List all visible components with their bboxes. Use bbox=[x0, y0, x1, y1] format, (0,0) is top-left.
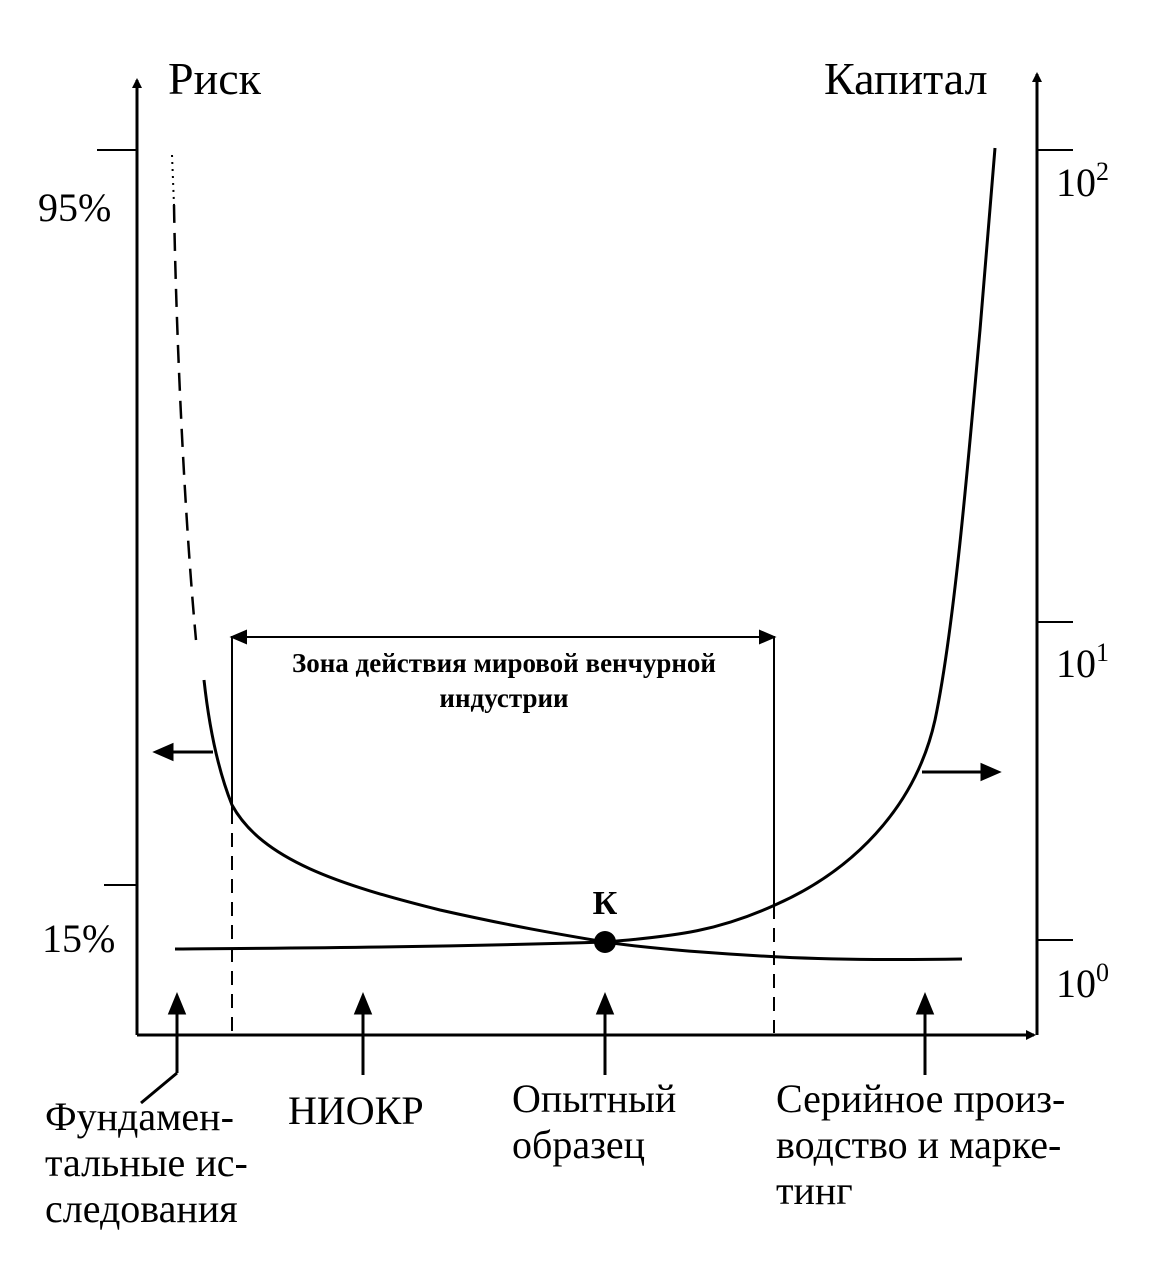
zone-arrow-right-head bbox=[759, 629, 777, 645]
axis-pointers bbox=[152, 742, 1002, 782]
right-axis-title: Капитал bbox=[824, 53, 988, 104]
tick-100-base: 10 bbox=[1056, 160, 1096, 205]
tick-10-label: 101 bbox=[1056, 638, 1109, 686]
right-ticks: 102 101 100 bbox=[1037, 149, 1109, 1006]
zone-arrow-left-head bbox=[229, 629, 247, 645]
stage-4-line-1: Серийное произ- bbox=[776, 1076, 1065, 1121]
intersection-label: К bbox=[593, 885, 618, 922]
tick-95-label: 95% bbox=[38, 185, 111, 230]
stage-arrow-3-head bbox=[595, 992, 615, 1015]
tick-10-base: 10 bbox=[1056, 641, 1096, 686]
pointer-left-head bbox=[152, 742, 174, 762]
intersection-point bbox=[594, 931, 616, 953]
risk-curve-solid bbox=[202, 679, 963, 962]
stage-2-line-1: НИОКР bbox=[288, 1088, 424, 1133]
tick-100-label: 102 bbox=[1056, 157, 1109, 205]
stage-arrow-1-tail bbox=[140, 1071, 178, 1105]
stage-1-line-1: Фундамен- bbox=[45, 1094, 234, 1139]
capital-curve bbox=[174, 147, 997, 951]
stage-arrows bbox=[140, 992, 935, 1105]
stage-arrow-1-head bbox=[167, 992, 187, 1015]
tick-1-label: 100 bbox=[1056, 958, 1109, 1006]
stage-3-label: Опытный образец bbox=[512, 1076, 686, 1167]
zone-arrow bbox=[229, 629, 777, 645]
zone-label-line1: Зона действия мировой венчурной bbox=[292, 648, 716, 678]
stage-1-label: Фундамен- тальные ис- следования bbox=[45, 1094, 258, 1231]
tick-10-exp: 1 bbox=[1096, 638, 1109, 667]
stage-2-label: НИОКР bbox=[288, 1088, 424, 1133]
stage-1-line-2: тальные ис- bbox=[45, 1140, 248, 1185]
stage-4-line-3: тинг bbox=[776, 1168, 853, 1213]
axes bbox=[132, 72, 1042, 1040]
tick-1-base: 10 bbox=[1056, 961, 1096, 1006]
tick-100-exp: 2 bbox=[1096, 157, 1109, 186]
stage-arrow-2-head bbox=[353, 992, 373, 1015]
stage-labels: Фундамен- тальные ис- следования НИОКР О… bbox=[45, 1076, 1075, 1231]
risk-curve-dotted bbox=[171, 154, 175, 206]
stage-1-line-3: следования bbox=[45, 1186, 238, 1231]
stage-3-line-1: Опытный bbox=[512, 1076, 676, 1121]
left-axis-title: Риск bbox=[168, 53, 262, 104]
pointer-right-head bbox=[980, 762, 1002, 782]
risk-curve bbox=[171, 154, 963, 962]
capital-curve-solid bbox=[174, 147, 997, 951]
stage-3-line-2: образец bbox=[512, 1122, 645, 1167]
tick-1-exp: 0 bbox=[1096, 958, 1109, 987]
risk-curve-dashed bbox=[172, 204, 198, 641]
zone-boundaries bbox=[231, 636, 775, 1033]
stage-4-line-2: водство и марке- bbox=[776, 1122, 1061, 1167]
zone-label-line2: индустрии bbox=[439, 683, 568, 713]
left-ticks: 95% 15% bbox=[38, 149, 137, 961]
tick-15-label: 15% bbox=[42, 916, 115, 961]
stage-4-label: Серийное произ- водство и марке- тинг bbox=[776, 1076, 1075, 1213]
stage-arrow-4-head bbox=[915, 992, 935, 1015]
